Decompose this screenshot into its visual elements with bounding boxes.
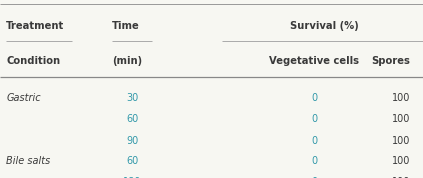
- Text: Bile salts: Bile salts: [6, 156, 51, 166]
- Text: Survival (%): Survival (%): [290, 21, 359, 31]
- Text: 100: 100: [392, 114, 410, 124]
- Text: Spores: Spores: [371, 56, 410, 66]
- Text: 100: 100: [392, 156, 410, 166]
- Text: Condition: Condition: [6, 56, 60, 66]
- Text: 100: 100: [392, 177, 410, 178]
- Text: 30: 30: [126, 93, 138, 103]
- Text: 90: 90: [126, 136, 138, 146]
- Text: 60: 60: [126, 114, 138, 124]
- Text: 0: 0: [311, 136, 317, 146]
- Text: Gastric: Gastric: [6, 93, 41, 103]
- Text: 0: 0: [311, 114, 317, 124]
- Text: 180: 180: [123, 177, 142, 178]
- Text: Treatment: Treatment: [6, 21, 65, 31]
- Text: 60: 60: [126, 156, 138, 166]
- Text: 0: 0: [311, 177, 317, 178]
- Text: 100: 100: [392, 136, 410, 146]
- Text: Time: Time: [112, 21, 140, 31]
- Text: 0: 0: [311, 93, 317, 103]
- Text: Vegetative cells: Vegetative cells: [269, 56, 359, 66]
- Text: 0: 0: [311, 156, 317, 166]
- Text: 100: 100: [392, 93, 410, 103]
- Text: (min): (min): [112, 56, 142, 66]
